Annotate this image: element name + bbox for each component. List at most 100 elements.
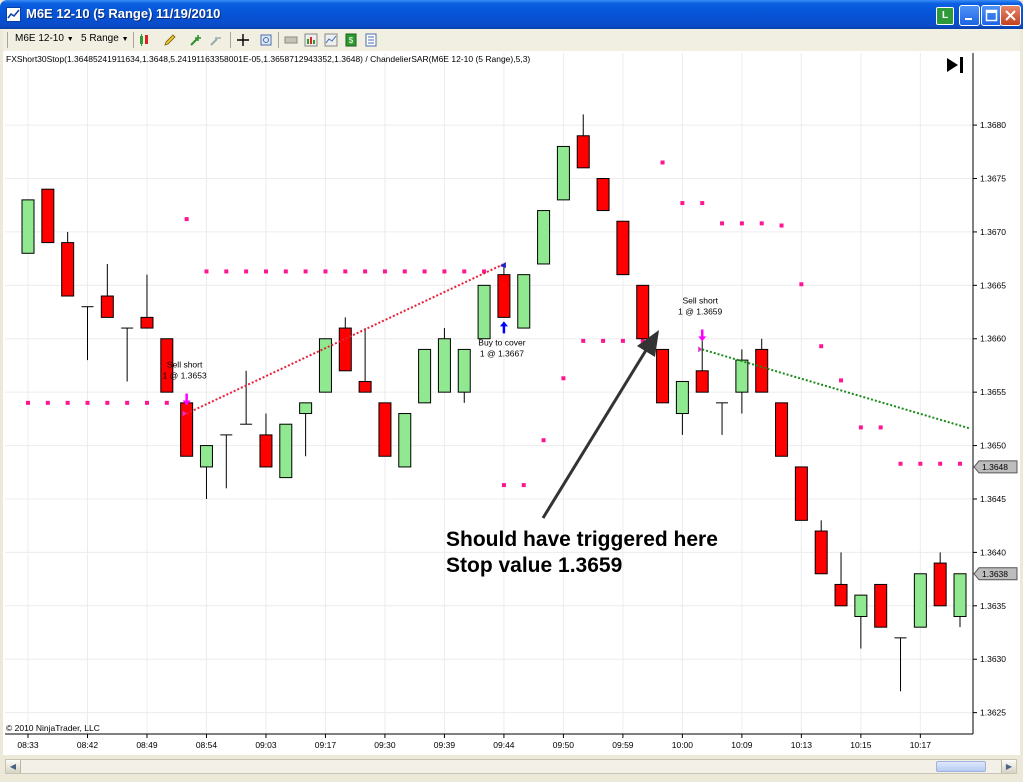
candle-down [140, 316, 154, 329]
maximize-button[interactable] [981, 5, 1002, 26]
pencil-icon[interactable] [163, 33, 177, 47]
x-tick-label: 09:59 [612, 740, 634, 750]
sar-dot [700, 201, 705, 206]
scroll-left-button[interactable]: ◀ [6, 760, 21, 773]
x-tick-label: 09:03 [255, 740, 277, 750]
bars-icon[interactable] [304, 33, 318, 47]
x-tick-label: 08:33 [17, 740, 39, 750]
chart-footer: ◀ ▶ [3, 755, 1020, 779]
trade-marker-detail: 1 @ 1.3667 [480, 348, 524, 358]
sar-dot [343, 269, 348, 274]
horizontal-scrollbar[interactable]: ◀ ▶ [5, 759, 1017, 774]
candle-up [398, 413, 412, 468]
data-box-icon[interactable] [259, 33, 273, 47]
candle-down [61, 242, 75, 297]
indicators-icon[interactable] [324, 33, 338, 47]
candle-up [854, 594, 868, 617]
scroll-right-button[interactable]: ▶ [1001, 760, 1016, 773]
y-tick-label: 1.3670 [980, 227, 1006, 237]
window-title: M6E 12-10 (5 Range) 11/19/2010 [26, 6, 221, 21]
instrument-selector[interactable]: M6E 12-10 ▼ [15, 33, 74, 44]
crosshair-icon[interactable] [236, 33, 250, 47]
sar-dot [184, 217, 189, 222]
sar-dot [660, 160, 665, 165]
sar-dot [422, 269, 427, 274]
annotation-line-2: Stop value 1.3659 [446, 554, 622, 577]
candle-up [418, 348, 432, 404]
chart-app-icon [6, 7, 21, 22]
chart-style-icon[interactable] [138, 33, 152, 47]
y-tick-label: 1.3675 [980, 174, 1006, 184]
properties-icon[interactable] [364, 33, 378, 47]
sar-dot [858, 425, 863, 430]
link-button[interactable]: L [936, 7, 954, 25]
sar-dot [382, 269, 387, 274]
scrollbar-thumb[interactable] [936, 761, 986, 772]
candle-up [477, 284, 491, 340]
sar-dot [164, 400, 169, 405]
instrument-label: M6E 12-10 [15, 33, 64, 44]
plot-background [5, 53, 973, 734]
x-tick-label: 10:13 [791, 740, 813, 750]
candle-up [556, 145, 570, 201]
trade-marker-label: Sell short [167, 360, 203, 370]
trade-marker-detail: 1 @ 1.3659 [678, 306, 722, 316]
sar-dot [898, 461, 903, 466]
sar-dot [620, 338, 625, 343]
y-tick-label: 1.3630 [980, 654, 1006, 664]
sar-dot [601, 338, 606, 343]
chart-panel[interactable]: 1.3625 1.3630 1.3635 1.3640 1.3645 1.3650 1.36… [3, 51, 1020, 755]
y-tick-label: 1.3625 [980, 708, 1006, 718]
zoom-out-icon[interactable] [209, 33, 223, 47]
strategies-icon[interactable]: $ [344, 33, 358, 47]
sar-dot [125, 400, 130, 405]
candle-down [259, 434, 273, 468]
candle-up [913, 573, 927, 628]
x-tick-label: 09:50 [553, 740, 575, 750]
candle-down [160, 338, 174, 393]
sar-dot [680, 201, 685, 206]
minimize-button[interactable] [959, 5, 980, 26]
y-tick-label: 1.3660 [980, 334, 1006, 344]
x-tick-label: 09:44 [493, 740, 515, 750]
jump-to-end-icon[interactable] [947, 57, 963, 73]
sar-dot [878, 425, 883, 430]
sar-dot [938, 461, 943, 466]
sar-dot [323, 269, 328, 274]
candle-down [656, 348, 670, 404]
candle-down [358, 380, 372, 393]
sar-dot [640, 338, 645, 343]
price-flag-label: 1.3648 [982, 462, 1008, 472]
entry-triangle-icon [698, 346, 703, 353]
annotation-arrowhead-icon [637, 330, 659, 357]
x-tick-label: 09:17 [315, 740, 337, 750]
candle-up [457, 348, 471, 393]
window-titlebar: M6E 12-10 (5 Range) 11/19/2010 L [0, 0, 1023, 29]
zoom-in-icon[interactable] [189, 33, 203, 47]
price-flag [973, 460, 1018, 474]
sar-dot [263, 269, 268, 274]
chevron-down-icon: ▼ [121, 36, 129, 43]
chart-toolbar: M6E 12-10 ▼ 5 Range ▼ $ [3, 29, 1020, 52]
candle-down [636, 284, 650, 340]
annotation-line-1: Should have triggered here [446, 528, 718, 551]
price-chart[interactable]: 1.3625 1.3630 1.3635 1.3640 1.3645 1.3650 1.36… [3, 51, 1020, 755]
order-icon[interactable] [284, 33, 298, 47]
toolbar-grip [7, 32, 8, 48]
candle-down [814, 530, 828, 575]
entry-triangle-icon [182, 410, 187, 417]
candle-down [874, 583, 888, 628]
close-button[interactable] [1000, 5, 1021, 26]
x-tick-label: 08:54 [196, 740, 218, 750]
x-tick-label: 10:17 [910, 740, 932, 750]
period-selector[interactable]: 5 Range ▼ [81, 33, 129, 44]
y-tick-label: 1.3645 [980, 494, 1006, 504]
copyright-text: © 2010 NinjaTrader, LLC [6, 723, 100, 733]
sar-dot [442, 269, 447, 274]
price-flag [973, 567, 1018, 581]
sar-dot [204, 269, 209, 274]
candle-down [497, 274, 511, 318]
x-tick-label: 09:39 [434, 740, 456, 750]
chevron-down-icon: ▼ [66, 36, 74, 43]
buy-arrowhead-icon [499, 321, 508, 327]
